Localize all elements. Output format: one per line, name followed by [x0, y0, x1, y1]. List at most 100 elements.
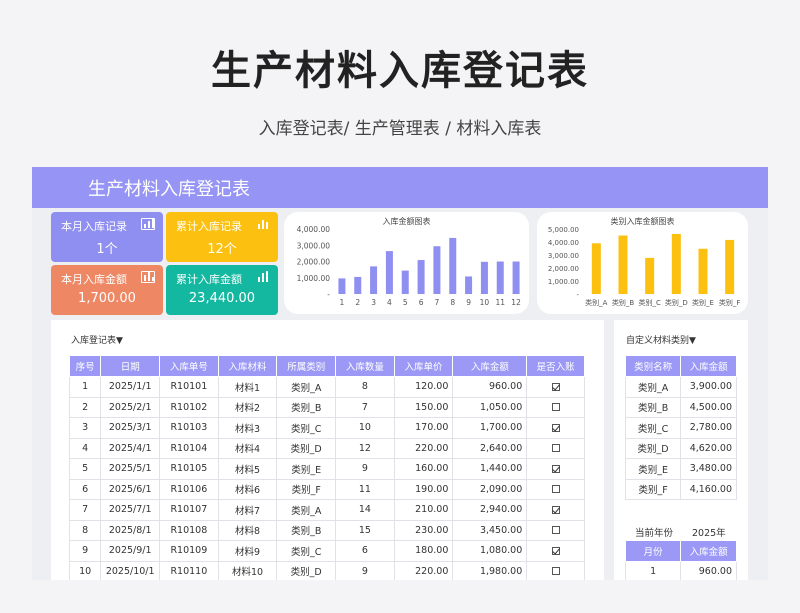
category-row: 类别_B 4,500.00: [624, 396, 737, 418]
x-tick-label: 9: [466, 298, 471, 307]
register-cell: 2025/5/1: [100, 458, 161, 480]
category-amount-chart: 5,000.00 4,000.00 3,000.00 2,000.00 1,000.00…: [548, 226, 741, 307]
y-tick-label: -: [327, 290, 330, 299]
register-table: 序号 日期 入库单号 入库材料 所属类别 入库数量 入库单价 入库金额 是否入账 1 2025/1…: [68, 355, 585, 580]
bar: [417, 260, 425, 294]
register-filter-label[interactable]: 入库登记表▼: [71, 336, 123, 346]
register-cell: 10: [68, 560, 102, 580]
x-tick-label: 类别_D: [665, 298, 688, 307]
posted-checkbox[interactable]: [526, 560, 585, 580]
register-row: 4 2025/4/1 R10104 材料4 类别_D 12 220.00 2,640.00: [68, 437, 585, 459]
checked-box-icon[interactable]: [551, 546, 560, 555]
register-cell: 2025/7/1: [100, 499, 161, 521]
register-cell: 1,700.00: [452, 417, 528, 439]
posted-checkbox[interactable]: [526, 417, 585, 439]
register-cell: R10110: [159, 560, 219, 580]
register-cell: 3,450.00: [452, 519, 528, 541]
month-header: 月份: [624, 540, 682, 562]
x-tick-label: 类别_A: [585, 298, 607, 307]
x-tick-label: 5: [403, 298, 408, 307]
register-header: 所属类别: [276, 355, 337, 377]
current-year-label: 当前年份: [635, 528, 674, 539]
bar: [591, 243, 601, 294]
register-cell: 类别_F: [276, 478, 337, 500]
register-cell: R10104: [159, 437, 219, 459]
register-header: 日期: [100, 355, 161, 377]
x-tick-label: 1: [340, 298, 345, 307]
register-cell: 2,090.00: [452, 478, 528, 500]
register-cell: 2,940.00: [452, 499, 528, 521]
register-cell: 5: [68, 458, 102, 480]
register-row: 2 2025/2/1 R10102 材料2 类别_B 7 150.00 1,050.00: [68, 396, 585, 418]
bar: [338, 278, 346, 294]
register-row: 3 2025/3/1 R10103 材料3 类别_C 10 170.00 1,700.00: [68, 417, 585, 439]
register-header: 序号: [68, 355, 102, 377]
bar: [433, 246, 441, 294]
unchecked-box-icon[interactable]: [551, 403, 560, 412]
register-header: 入库单价: [393, 355, 454, 377]
register-cell: 150.00: [393, 396, 454, 418]
posted-checkbox[interactable]: [526, 478, 585, 500]
register-row: 7 2025/7/1 R10107 材料7 类别_A 14 210.00 2,940.00: [68, 499, 585, 521]
posted-checkbox[interactable]: [526, 396, 585, 418]
kpi-total-amount: 累计入库金额 23,440.00: [166, 265, 278, 315]
y-tick-label: 3,000.00: [297, 241, 331, 250]
unchecked-box-icon[interactable]: [551, 444, 560, 453]
category-cell: 3,480.00: [680, 458, 737, 480]
sheet-banner: 生产材料入库登记表: [32, 167, 768, 208]
bar: [725, 239, 735, 294]
x-tick-label: 4: [387, 298, 392, 307]
x-tick-label: 7: [435, 298, 440, 307]
register-cell: R10109: [159, 540, 219, 562]
posted-checkbox[interactable]: [526, 458, 585, 480]
unchecked-box-icon[interactable]: [551, 485, 560, 494]
register-cell: 类别_C: [276, 540, 337, 562]
y-tick-label: 1,000.00: [548, 278, 579, 286]
bar: [354, 276, 362, 294]
register-cell: 材料2: [217, 396, 278, 418]
month-amount-table: 月份 入库金额 1 960.00: [624, 540, 737, 580]
month-row: 1 960.00: [624, 561, 737, 580]
register-row: 8 2025/8/1 R10108 材料8 类别_B 15 230.00 3,450.00: [68, 519, 585, 541]
unchecked-box-icon[interactable]: [551, 526, 560, 535]
register-cell: 8: [68, 519, 102, 541]
category-filter-label[interactable]: 自定义材料类别▼: [626, 336, 696, 346]
current-year-value[interactable]: 2025年: [692, 528, 726, 539]
category-row: 类别_C 2,780.00: [624, 417, 737, 439]
x-tick-label: 类别_B: [612, 298, 634, 307]
checked-box-icon[interactable]: [551, 464, 560, 473]
x-tick-label: 12: [511, 298, 521, 307]
sheet-banner-title: 生产材料入库登记表: [88, 179, 250, 200]
bar: [401, 270, 409, 294]
register-cell: 类别_B: [276, 519, 337, 541]
checked-box-icon[interactable]: [551, 382, 560, 391]
register-cell: 11: [335, 478, 395, 500]
kpi-total-amount-label: 累计入库金额: [176, 273, 242, 286]
register-cell: R10102: [159, 396, 219, 418]
register-cell: 材料6: [217, 478, 278, 500]
register-cell: 2025/2/1: [100, 396, 161, 418]
unchecked-box-icon[interactable]: [551, 567, 560, 576]
register-cell: 220.00: [393, 560, 454, 580]
y-tick-label: 4,000.00: [297, 225, 331, 234]
y-tick-label: -: [576, 291, 579, 299]
register-cell: 材料5: [217, 458, 278, 480]
spreadsheet-area: 生产材料入库登记表 本月入库记录 1个 累计入库记录 12个 本月入库金额 1,…: [32, 167, 768, 580]
posted-checkbox[interactable]: [526, 519, 585, 541]
register-cell: 960.00: [452, 376, 528, 398]
register-header: 是否入账: [526, 355, 585, 377]
register-cell: 6: [68, 478, 102, 500]
kpi-month-records-value: 1个: [96, 242, 118, 257]
posted-checkbox[interactable]: [526, 499, 585, 521]
posted-checkbox[interactable]: [526, 437, 585, 459]
checked-box-icon[interactable]: [551, 423, 560, 432]
register-header: 入库金额: [452, 355, 528, 377]
category-cell: 4,160.00: [680, 478, 737, 500]
register-cell: 12: [335, 437, 395, 459]
checked-box-icon[interactable]: [551, 505, 560, 514]
x-tick-label: 10: [480, 298, 490, 307]
posted-checkbox[interactable]: [526, 376, 585, 398]
x-tick-label: 6: [419, 298, 424, 307]
category-cell: 类别_A: [624, 376, 682, 398]
posted-checkbox[interactable]: [526, 540, 585, 562]
